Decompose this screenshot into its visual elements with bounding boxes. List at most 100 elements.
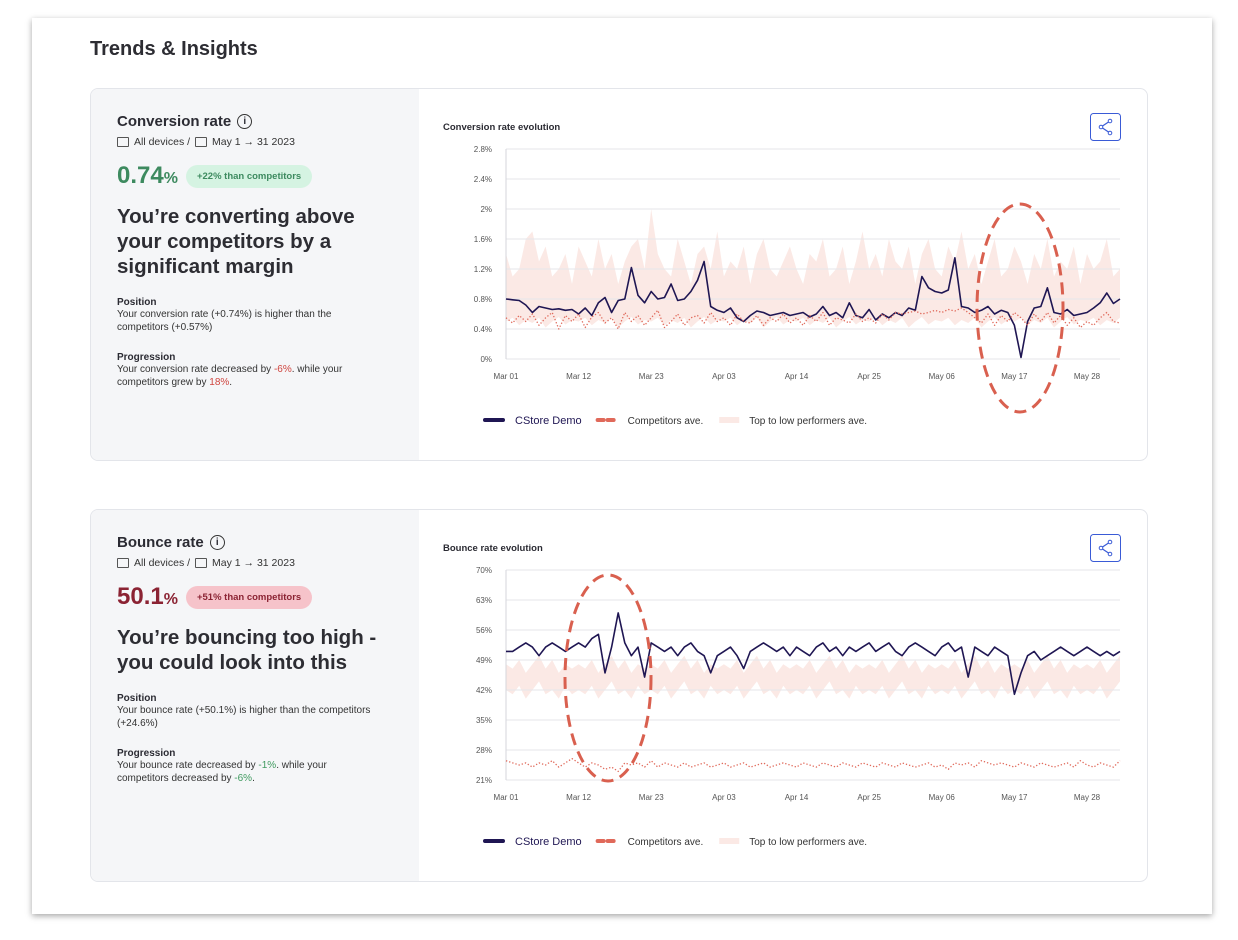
highlight: -1% (258, 760, 277, 771)
metric-value: 0.74 (117, 162, 164, 189)
info-icon[interactable]: i (209, 535, 225, 550)
share-dot (1107, 118, 1113, 124)
highlight: 18% (209, 377, 230, 388)
legend-marker (719, 838, 740, 844)
x-tick-label: May 28 (1074, 372, 1101, 381)
position-label: Position (117, 297, 157, 308)
competitor-line (505, 757, 1121, 773)
x-tick-label: Apr 14 (785, 793, 809, 802)
highlight-ellipse (563, 573, 653, 783)
legend-label: Top to low performers ave. (749, 837, 867, 848)
chart-title: Conversion rate evolution (443, 122, 560, 133)
legend-label: Competitors ave. (628, 416, 704, 427)
x-tick-label: Mar 01 (494, 372, 519, 381)
card: Conversion rate i All devices / May 1 → 31… (90, 88, 1148, 461)
dates: May 1 → 31 2023 (212, 557, 295, 569)
band-area (506, 655, 1120, 699)
metric-title: Bounce rate i (117, 534, 393, 551)
share-button[interactable] (1090, 534, 1121, 562)
title-text: Conversion rate (117, 113, 232, 130)
x-tick-label: Mar 23 (639, 793, 664, 802)
text: . while your competitors grew by (117, 364, 343, 388)
band-area (506, 209, 1120, 328)
share-button[interactable] (1090, 113, 1121, 141)
x-tick-label: May 17 (1001, 793, 1028, 802)
x-tick-label: Apr 25 (857, 793, 881, 802)
x-tick-label: May 06 (929, 372, 956, 381)
legend-label: Competitors ave. (628, 837, 704, 848)
legend-label: Top to low performers ave. (749, 416, 867, 427)
devices: All devices / (134, 136, 191, 148)
metric-unit: % (163, 170, 178, 187)
text: . while your competitors decreased by (117, 760, 327, 784)
metric: 0.74% +22% than competitors (117, 162, 393, 190)
y-tick-label: 70% (476, 566, 492, 575)
info-icon[interactable]: i (237, 114, 253, 129)
x-tick-label: Apr 03 (712, 372, 736, 381)
title-text: Bounce rate (117, 534, 204, 551)
metric-value: 50.1 (117, 583, 164, 610)
calendar-icon (195, 137, 208, 147)
x-tick-label: Mar 12 (566, 372, 591, 381)
y-tick-label: 49% (476, 656, 492, 665)
progression-label: Progression (117, 748, 176, 759)
y-tick-label: 2% (480, 205, 492, 214)
y-tick-label: 56% (476, 626, 492, 635)
y-tick-label: 63% (476, 596, 492, 605)
x-tick-label: Mar 01 (494, 793, 519, 802)
x-tick-label: May 17 (1001, 372, 1028, 381)
devices: All devices / (134, 557, 191, 569)
share-dot (1107, 539, 1113, 545)
calendar-icon (195, 558, 208, 568)
progression-text: Your bounce rate decreased by -1%. while… (117, 759, 372, 785)
y-tick-label: 42% (476, 686, 492, 695)
chart-title: Bounce rate evolution (443, 543, 543, 554)
legend-label: CStore Demo (515, 836, 582, 848)
highlight: -6% (273, 364, 292, 375)
main-line (505, 257, 1121, 359)
summary: Bounce rate i All devices / May 1 → 31 202… (91, 510, 419, 881)
legend-marker (719, 417, 740, 423)
y-tick-label: 28% (476, 746, 492, 755)
text: Your conversion rate decreased by (117, 364, 274, 375)
share-dot (1107, 551, 1113, 557)
competitor-line (505, 307, 1121, 330)
main-line (506, 612, 1121, 696)
x-tick-label: May 28 (1074, 793, 1101, 802)
y-tick-label: 0% (480, 355, 492, 364)
share-box (1090, 534, 1121, 562)
share-dot (1098, 545, 1104, 551)
x-tick-label: Apr 25 (857, 372, 881, 381)
x-tick-label: Apr 03 (712, 793, 736, 802)
headline: You’re bouncing too high - you could loo… (117, 626, 377, 674)
dates: May 1 → 31 2023 (212, 136, 295, 148)
y-tick-label: 2.4% (474, 175, 492, 184)
filters: All devices / May 1 → 31 2023 (117, 136, 393, 148)
legend-label: CStore Demo (515, 415, 582, 427)
y-tick-label: 1.6% (474, 235, 492, 244)
progression-text: Your conversion rate decreased by -6%. w… (117, 363, 372, 389)
x-tick-label: May 06 (929, 793, 956, 802)
share-dot (1107, 130, 1113, 136)
position-text: Your bounce rate (+50.1%) is higher than… (117, 705, 371, 729)
y-tick-label: 0.4% (474, 325, 492, 334)
x-tick-label: Mar 12 (566, 793, 591, 802)
metric-unit: % (163, 591, 178, 608)
share-dot (1098, 124, 1104, 130)
y-tick-label: 21% (476, 776, 492, 785)
y-tick-label: 1.2% (474, 265, 492, 274)
metric-title: Conversion rate i (117, 113, 393, 130)
summary: Conversion rate i All devices / May 1 → 31… (91, 89, 419, 460)
progression-label: Progression (117, 352, 176, 363)
device-icon (117, 137, 129, 147)
x-tick-label: Apr 14 (785, 372, 809, 381)
share-box (1090, 113, 1121, 141)
headline: You’re converting above your competitors… (117, 205, 355, 278)
y-tick-label: 2.8% (474, 145, 492, 154)
position-label: Position (117, 693, 157, 704)
metric: 50.1% +51% than competitors (117, 583, 393, 611)
badge: +51% than competitors (185, 585, 313, 609)
text: Your bounce rate decreased by (117, 760, 259, 771)
